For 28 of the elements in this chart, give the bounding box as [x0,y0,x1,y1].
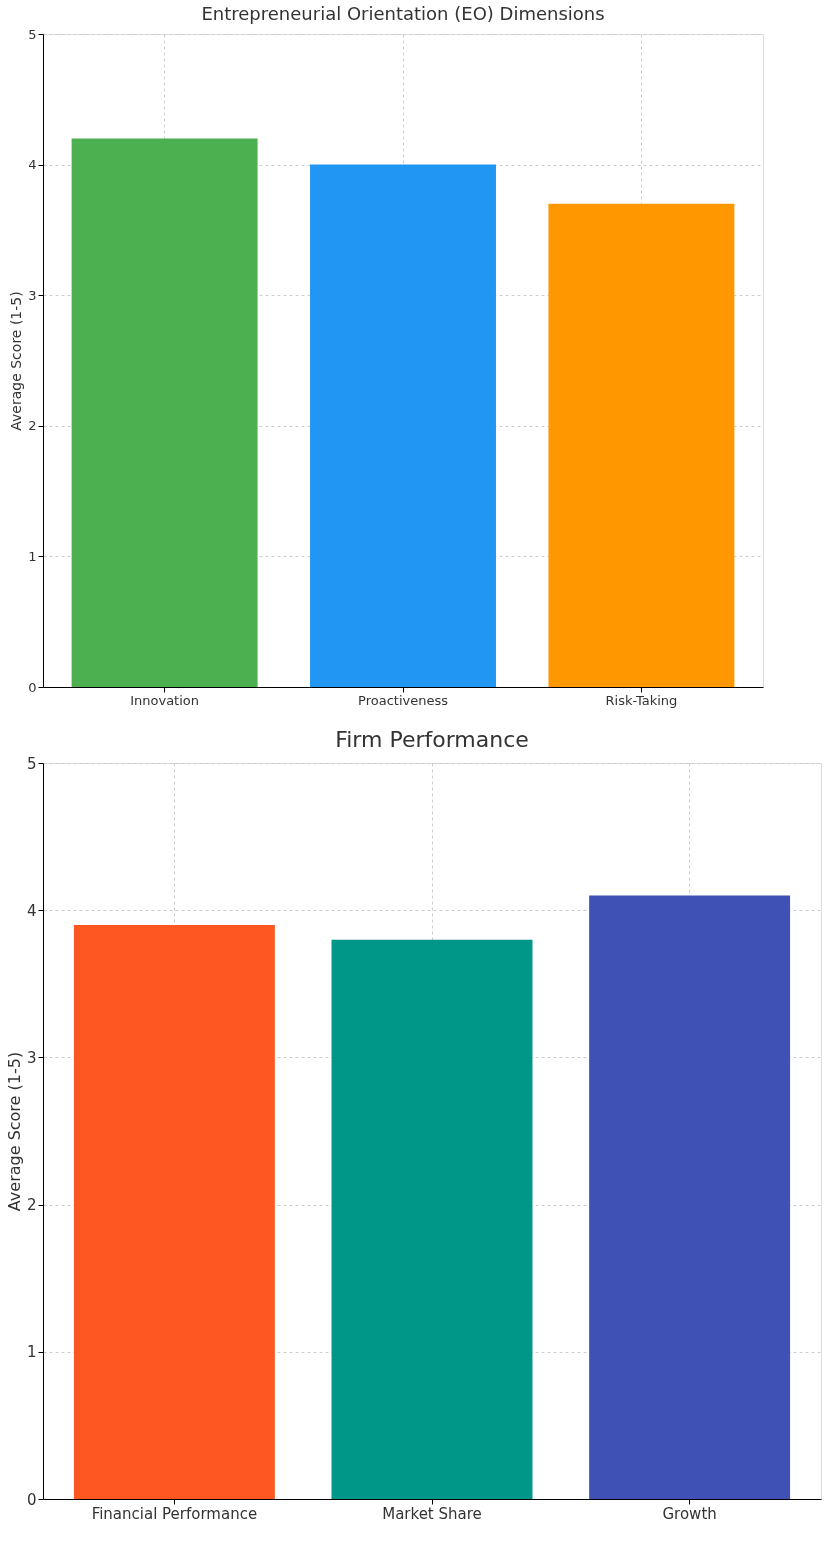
y-axis-title: Average Score (1-5) [4,1051,24,1212]
chart-title: Entrepreneurial Orientation (EO) Dimensions [201,3,605,24]
y-tick-label: 1 [26,1343,37,1362]
y-tick-label: 0 [28,679,37,695]
x-tick-label: Risk-Taking [605,692,678,708]
y-tick-label: 5 [26,754,37,773]
y-tick-label: 3 [28,287,37,303]
y-tick-label: 2 [28,418,37,434]
chart-title: Firm Performance [335,727,529,752]
bar [71,138,258,687]
bar [331,939,533,1499]
bar [310,164,496,687]
y-tick-label: 4 [28,157,37,173]
y-tick-label: 4 [26,901,37,920]
x-tick-label: Innovation [130,692,199,708]
x-tick-label: Growth [662,1504,717,1523]
x-tick-label: Financial Performance [91,1504,258,1523]
x-tick-label: Market Share [382,1504,482,1523]
bar [548,203,735,687]
y-tick-label: 3 [26,1048,37,1067]
y-tick-label: 5 [28,26,37,42]
bar [589,895,791,1499]
x-tick-label: Proactiveness [358,692,449,708]
y-tick-label: 0 [26,1490,37,1509]
bar [73,924,275,1499]
y-tick-label: 1 [28,548,37,564]
y-tick-label: 2 [26,1196,37,1215]
y-axis-title: Average Score (1-5) [8,291,25,431]
